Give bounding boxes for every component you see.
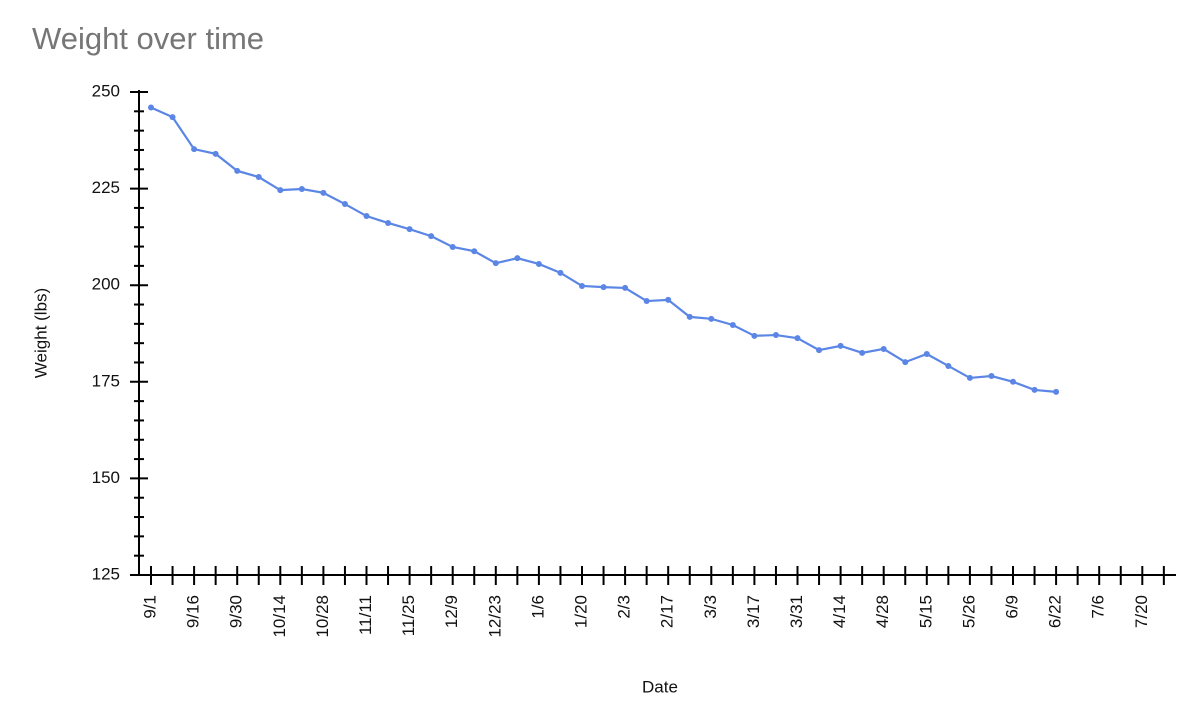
point — [385, 219, 392, 226]
point — [212, 150, 219, 157]
point — [1031, 386, 1038, 393]
y-tick-label: 125 — [92, 564, 120, 583]
point — [923, 350, 930, 357]
point — [622, 284, 629, 291]
point — [406, 226, 413, 233]
y-tick-label: 150 — [92, 468, 120, 487]
x-tick-label: 4/28 — [873, 595, 892, 628]
x-tick-label: 6/22 — [1046, 595, 1065, 628]
point — [665, 296, 672, 303]
x-tick-label: 2/3 — [615, 595, 634, 619]
point — [514, 255, 521, 262]
point — [320, 189, 327, 196]
point — [1010, 378, 1016, 385]
point — [794, 335, 801, 342]
point — [191, 146, 198, 153]
x-axis-title: Date — [642, 677, 678, 696]
x-tick-label: 5/15 — [916, 595, 935, 628]
point — [535, 260, 542, 267]
point — [643, 298, 650, 305]
point — [234, 167, 241, 174]
x-tick-label: 11/25 — [399, 595, 418, 636]
x-tick-label: 9/16 — [184, 595, 203, 628]
x-tick-label: 11/11 — [356, 595, 375, 635]
x-tick-label: 2/17 — [658, 595, 677, 628]
point — [837, 342, 844, 349]
x-tick-label: 7/20 — [1132, 595, 1151, 628]
point — [966, 374, 973, 381]
line — [150, 106, 1057, 393]
point — [1053, 388, 1060, 395]
point — [449, 243, 456, 250]
point — [579, 282, 585, 289]
point — [363, 213, 370, 220]
chart-title: Weight over time — [32, 21, 264, 56]
x-tick-label: 7/6 — [1089, 595, 1108, 619]
y-tick-label: 175 — [92, 371, 120, 390]
point — [859, 349, 866, 356]
x-tick-label: 9/30 — [227, 595, 246, 628]
point — [686, 313, 693, 320]
point — [428, 233, 435, 240]
y-tick-label: 200 — [92, 275, 120, 294]
point — [880, 345, 887, 352]
y-tick-label: 225 — [92, 178, 120, 197]
point — [471, 248, 478, 255]
point — [148, 104, 154, 111]
point — [557, 269, 564, 276]
point — [298, 185, 305, 192]
point — [902, 359, 909, 366]
point — [255, 174, 262, 181]
x-tick-label: 12/9 — [442, 595, 461, 628]
x-tick-label: 12/23 — [485, 595, 504, 638]
x-tick-label: 3/17 — [744, 595, 763, 628]
x-tick-label: 10/14 — [270, 595, 289, 638]
point — [341, 201, 348, 208]
point — [988, 373, 995, 380]
point — [729, 321, 736, 328]
y-axis-title: Weight (lbs) — [31, 288, 50, 378]
point — [169, 114, 176, 121]
point — [751, 332, 758, 339]
point — [816, 347, 823, 354]
x-tick-label: 6/9 — [1002, 595, 1021, 619]
x-tick-label: 3/3 — [701, 595, 720, 619]
x-tick-label: 1/20 — [571, 595, 590, 628]
x-tick-label: 5/26 — [959, 595, 978, 628]
point — [708, 315, 715, 322]
x-tick-label: 10/28 — [313, 595, 332, 638]
y-tick-label: 250 — [92, 81, 120, 100]
x-tick-label: 4/14 — [830, 595, 849, 628]
point — [945, 362, 952, 369]
x-tick-label: 3/31 — [787, 595, 806, 628]
point — [600, 284, 607, 291]
x-tick-label: 9/1 — [140, 595, 159, 619]
point — [492, 260, 499, 267]
x-tick-label: 1/6 — [528, 595, 547, 619]
point — [277, 187, 284, 194]
point — [772, 332, 779, 339]
